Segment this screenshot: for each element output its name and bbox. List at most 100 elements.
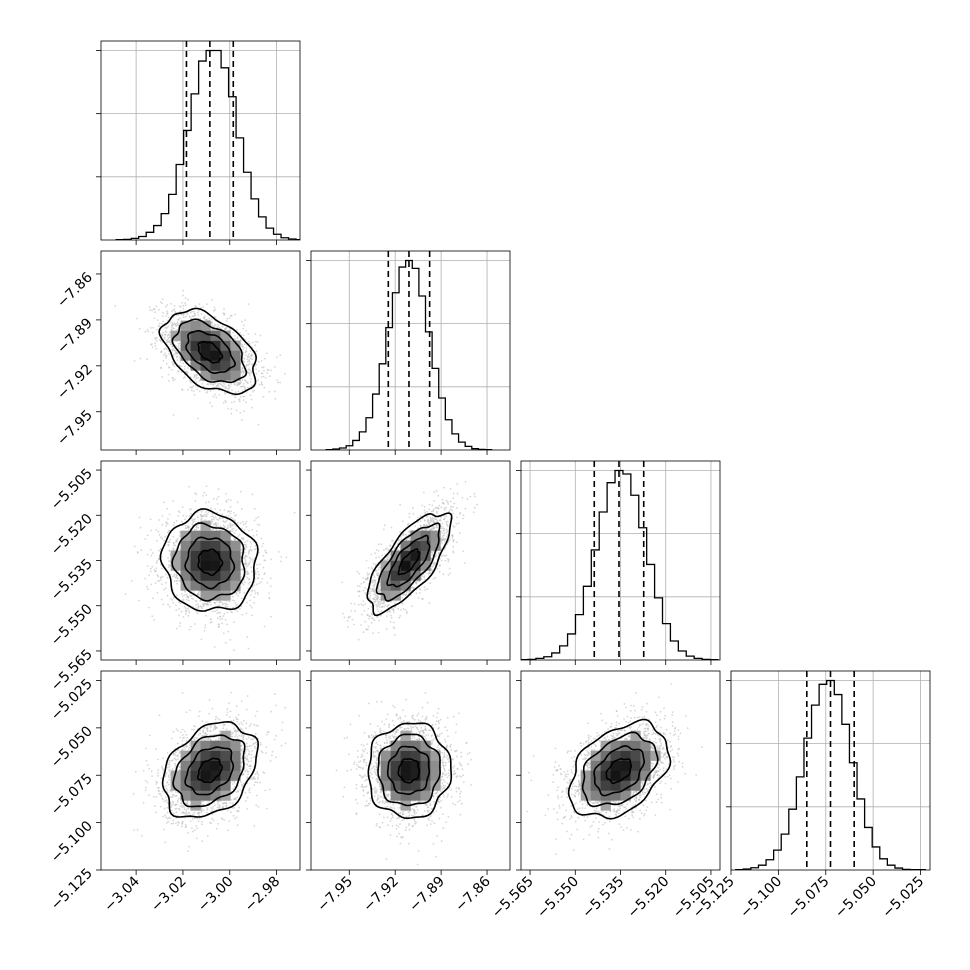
scatter-point — [146, 328, 149, 331]
density-cell — [180, 320, 191, 331]
scatter-point — [114, 304, 117, 307]
scatter-point — [268, 375, 271, 378]
scatter-point — [159, 547, 162, 550]
scatter-point — [188, 315, 191, 318]
scatter-point — [372, 632, 374, 634]
scatter-point — [138, 599, 140, 602]
scatter-point — [226, 387, 229, 390]
scatter-point — [445, 515, 448, 518]
scatter-point — [194, 378, 197, 381]
scatter-point — [241, 568, 244, 571]
scatter-point — [254, 344, 257, 346]
density-cell — [200, 330, 211, 341]
scatter-point — [188, 508, 191, 511]
scatter-point — [169, 605, 171, 608]
scatter-point — [229, 523, 231, 526]
hist-panel-3 — [730, 670, 931, 871]
scatter-point — [242, 523, 245, 526]
scatter-point — [236, 501, 239, 504]
scatter-point — [226, 605, 229, 608]
scatter-point — [378, 605, 381, 608]
scatter-point — [255, 372, 258, 375]
scatter-point — [175, 604, 177, 607]
scatter-point — [441, 555, 443, 558]
scatter-point — [159, 301, 162, 303]
scatter-point — [173, 574, 176, 577]
scatter-point — [243, 410, 246, 412]
scatter-point — [191, 310, 194, 313]
scatter-point — [256, 340, 259, 343]
scatter-point — [215, 525, 217, 528]
scatter-point — [412, 512, 415, 515]
scatter-point — [133, 545, 136, 548]
scatter-point — [178, 343, 180, 345]
hist-panel-2 — [520, 460, 721, 661]
scatter-point — [201, 517, 203, 520]
scatter-point — [246, 381, 248, 384]
scatter-point — [221, 384, 224, 387]
scatter-point — [160, 367, 162, 370]
scatter-point — [207, 511, 210, 513]
scatter-point — [264, 377, 267, 379]
scatter-point — [168, 513, 171, 516]
scatter-point — [209, 401, 211, 404]
scatter-point — [154, 344, 157, 347]
scatter-point — [190, 386, 192, 389]
scatter-point — [194, 304, 197, 307]
scatter-point — [224, 605, 227, 607]
scatter-point — [255, 363, 258, 366]
scatter-point — [167, 557, 170, 559]
scatter-point — [149, 567, 152, 570]
scatter-point — [189, 311, 192, 314]
scatter-point — [231, 524, 234, 527]
scatter-point — [173, 365, 176, 368]
scatter-point — [188, 628, 191, 631]
scatter-point — [245, 520, 248, 523]
scatter-point — [166, 507, 169, 510]
scatter-point — [229, 638, 232, 641]
scatter-point — [175, 594, 178, 597]
scatter-point — [156, 319, 159, 321]
scatter-point — [212, 515, 215, 518]
scatter-point — [163, 337, 166, 340]
scatter-point — [257, 570, 259, 573]
scatter-point — [244, 387, 246, 390]
scatter-point — [246, 360, 249, 363]
scatter-point — [194, 312, 196, 315]
scatter-point — [248, 363, 251, 365]
density-cell — [210, 590, 221, 601]
scatter-point — [197, 603, 199, 605]
density-cell — [220, 540, 231, 551]
scatter-point — [179, 310, 182, 312]
scatter-point — [192, 390, 195, 392]
scatter-point — [202, 514, 205, 517]
density-cell — [210, 530, 221, 541]
scatter-point — [279, 354, 282, 357]
scatter-point — [426, 588, 429, 590]
scatter-point — [158, 580, 161, 582]
density-cell — [200, 350, 211, 361]
density-cell — [170, 560, 181, 571]
scatter-point — [226, 611, 229, 614]
scatter-point — [266, 372, 269, 374]
scatter-point — [231, 599, 234, 602]
scatter-point — [246, 570, 248, 573]
scatter-point — [242, 383, 245, 385]
scatter-point — [239, 490, 242, 493]
scatter-point — [251, 363, 254, 366]
scatter-point — [213, 517, 216, 519]
scatter-point — [163, 354, 165, 357]
scatter-point — [168, 549, 171, 552]
scatter-point — [371, 581, 373, 584]
scatter-point — [168, 560, 170, 563]
scatter-point — [382, 602, 384, 604]
scatter-point — [262, 554, 265, 557]
scatter-point — [245, 329, 248, 332]
scatter-point — [197, 376, 200, 379]
contour-level-2 — [171, 522, 246, 602]
scatter-point — [260, 360, 263, 362]
scatter-point — [166, 334, 169, 337]
scatter-point — [165, 522, 168, 525]
scatter-point — [239, 522, 242, 525]
scatter-point — [165, 357, 167, 359]
